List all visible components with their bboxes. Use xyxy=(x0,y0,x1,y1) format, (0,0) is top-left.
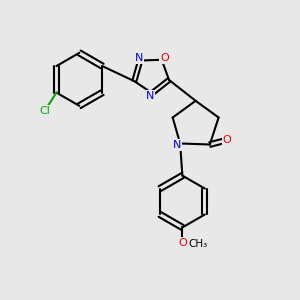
Text: O: O xyxy=(160,53,169,63)
Text: N: N xyxy=(172,140,181,150)
Text: CH₃: CH₃ xyxy=(188,239,208,249)
Text: O: O xyxy=(223,135,231,145)
Text: Cl: Cl xyxy=(40,106,51,116)
Text: N: N xyxy=(135,53,143,63)
Text: N: N xyxy=(146,91,154,100)
Text: O: O xyxy=(178,238,187,248)
